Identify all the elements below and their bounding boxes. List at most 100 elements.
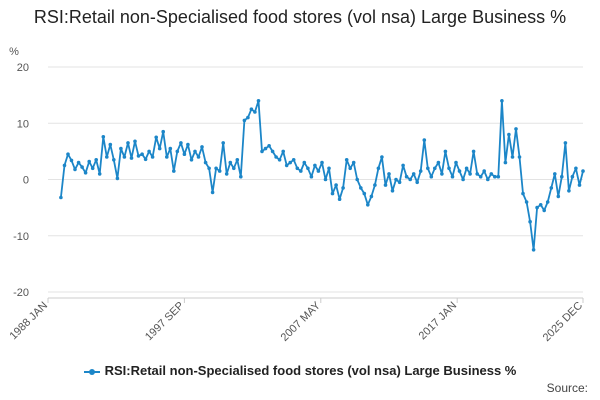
y-tick-label: -20 [13, 287, 29, 299]
data-point [563, 141, 568, 145]
data-point [531, 248, 536, 252]
data-point [415, 180, 420, 185]
data-point [510, 155, 515, 159]
data-point [133, 139, 137, 144]
x-tick-label: 1997 SEP [143, 300, 187, 344]
data-point [239, 174, 243, 179]
legend-swatch [83, 368, 100, 375]
data-point [443, 149, 448, 154]
data-point [256, 99, 261, 103]
legend[interactable]: RSI:Retail non-Specialised food stores (… [0, 363, 600, 378]
data-point [143, 157, 148, 162]
data-point [228, 160, 233, 165]
data-point [581, 169, 585, 173]
data-point [288, 160, 293, 165]
data-point [221, 141, 225, 145]
data-point [401, 163, 405, 168]
data-point [242, 118, 247, 123]
data-point [440, 172, 444, 176]
data-point [94, 158, 98, 162]
data-point [182, 152, 187, 156]
data-point [59, 195, 63, 200]
data-point [556, 194, 561, 199]
data-point [517, 155, 522, 159]
data-point [390, 189, 395, 193]
data-point [246, 115, 250, 120]
data-point [62, 163, 67, 168]
data-point [327, 166, 331, 171]
series-group [59, 99, 585, 252]
data-point [528, 219, 532, 224]
data-point [418, 169, 423, 173]
data-point [486, 177, 490, 182]
data-point [154, 135, 158, 140]
data-point [126, 141, 130, 145]
data-point [542, 208, 546, 213]
data-point [341, 186, 345, 190]
data-point [196, 155, 201, 159]
data-point [291, 158, 296, 162]
data-point [73, 167, 77, 172]
data-point [277, 158, 282, 162]
data-point [351, 160, 356, 165]
data-point [302, 160, 307, 165]
data-point [369, 194, 374, 199]
data-point [570, 174, 575, 179]
data-point [397, 180, 402, 185]
data-point [161, 129, 165, 134]
data-point [362, 191, 367, 196]
data-point [348, 166, 353, 171]
data-point [489, 172, 494, 176]
data-point [165, 155, 169, 159]
data-point [76, 160, 81, 165]
data-point [119, 146, 123, 151]
data-point [436, 160, 441, 165]
data-point [80, 165, 84, 169]
data-point [496, 174, 501, 179]
data-point [366, 203, 370, 207]
y-tick-label: 0 [23, 175, 29, 187]
data-point [553, 172, 557, 176]
data-point [175, 149, 180, 154]
data-point [334, 183, 338, 187]
x-tick-label: 2007 MAY [279, 299, 324, 344]
data-point [122, 155, 127, 159]
x-axis-ticks: 1988 JAN 1997 SEP 2007 MAY 2017 JAN 2025 DEC [7, 298, 585, 344]
data-point [521, 191, 525, 196]
data-point [433, 166, 437, 171]
x-tick-label: 2017 JAN [417, 300, 460, 343]
data-point [203, 160, 208, 165]
source-label: Source: [546, 381, 588, 395]
data-point [249, 107, 254, 111]
data-point [383, 183, 388, 187]
data-point [344, 158, 349, 162]
data-point [129, 156, 134, 160]
data-point [235, 158, 240, 162]
data-point [87, 159, 91, 164]
data-point [200, 145, 204, 149]
data-point [461, 177, 465, 182]
data-point [150, 155, 155, 159]
data-point [359, 186, 363, 190]
data-point [482, 169, 487, 173]
x-tick-label: 1988 JAN [7, 300, 50, 343]
data-point [330, 191, 335, 196]
data-point [411, 172, 416, 176]
data-point [147, 149, 151, 154]
data-point [404, 174, 409, 179]
data-point [105, 155, 109, 159]
data-point [475, 172, 480, 176]
data-point [323, 177, 328, 182]
data-point [503, 160, 508, 165]
data-point [313, 163, 317, 168]
data-point [426, 166, 430, 171]
y-axis-label: % [9, 46, 19, 58]
y-tick-label: 10 [17, 118, 29, 130]
data-point [577, 183, 582, 187]
data-point [316, 169, 321, 173]
data-point [306, 166, 310, 171]
data-point [207, 166, 211, 171]
data-point [320, 160, 324, 165]
data-point [253, 110, 257, 114]
data-point [538, 203, 543, 207]
